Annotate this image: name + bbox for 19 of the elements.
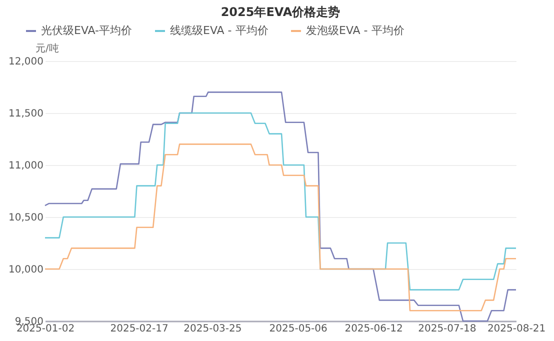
x-tick-label: 2025-02-17: [110, 324, 168, 334]
y-tick-label: 10,000: [8, 264, 44, 276]
y-axis-title: 元/吨: [36, 42, 59, 54]
line-series: [44, 112, 517, 290]
x-tick-label: 2025-07-18: [418, 324, 476, 334]
legend-label: 发泡级EVA - 平均价: [306, 24, 404, 37]
line-series: [44, 144, 517, 312]
x-tick-label: 2025-05-06: [269, 324, 328, 334]
x-tick-label: 2025-08-21: [487, 324, 546, 334]
line-series: [44, 92, 517, 322]
y-tick-label: 10,500: [8, 212, 44, 224]
x-tick-label: 2025-03-25: [184, 324, 242, 334]
y-tick-label: 11,500: [8, 108, 44, 120]
legend-label: 线缆级EVA - 平均价: [170, 24, 268, 37]
legend-label: 光伏级EVA-平均价: [41, 24, 132, 37]
chart-title: 2025年EVA价格走势: [220, 5, 340, 19]
x-tick-label: 2025-06-12: [344, 324, 403, 334]
y-tick-label: 11,000: [8, 160, 44, 172]
y-tick-label: 12,000: [8, 56, 44, 68]
